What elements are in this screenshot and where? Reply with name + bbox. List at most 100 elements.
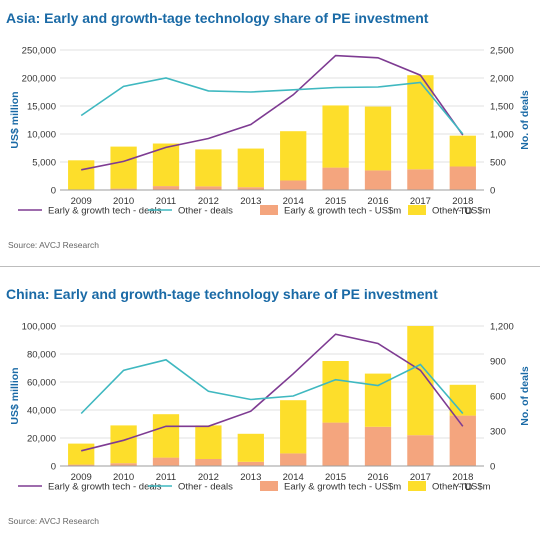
x-tick-label: 2017	[410, 472, 431, 483]
chart-title: China: Early and growth-tage technology …	[6, 286, 438, 302]
y-axis-title: US$ million	[9, 367, 21, 424]
y2-tick-label: 2,500	[490, 46, 514, 57]
chart-source: Source: AVCJ Research	[8, 516, 100, 526]
legend-label: Early & growth tech - deals	[48, 206, 162, 217]
x-tick-label: 2014	[283, 196, 304, 207]
legend-swatch	[408, 205, 426, 215]
y2-tick-label: 2,000	[490, 74, 514, 85]
x-tick-label: 2009	[71, 472, 92, 483]
y2-tick-label: 0	[490, 462, 495, 473]
y-tick-label: 5,000	[32, 158, 56, 169]
x-tick-label: YTD	[453, 206, 472, 217]
bar-segment	[364, 373, 392, 427]
x-tick-label: 2013	[240, 472, 261, 483]
plot-area: 0 5,000 10,000 15,000 200,000 250,000 0 500 1,00…	[9, 46, 531, 218]
x-tick-label: 2013	[240, 196, 261, 207]
y-axis-title: US$ million	[9, 91, 21, 148]
y2-tick-label: 1,000	[490, 130, 514, 141]
y-tick-label: 60,000	[27, 378, 56, 389]
legend-item: Early & growth tech - US$m	[260, 481, 401, 493]
legend-item: Early & growth tech - deals	[18, 482, 162, 493]
x-tick-label: 2016	[367, 196, 388, 207]
bar-segment	[195, 459, 222, 466]
y-tick-label: 0	[51, 186, 56, 197]
bar-segment	[280, 180, 307, 190]
y2-tick-label: 300	[490, 427, 506, 438]
legend-label: Early & growth tech - US$m	[284, 206, 401, 217]
bar-segment	[237, 187, 264, 190]
legend-label: Other - US$m	[432, 482, 491, 493]
y2-tick-label: 0	[490, 186, 495, 197]
china-chart-panel: China: Early and growth-tage technology …	[0, 276, 540, 540]
y-tick-label: 10,000	[27, 130, 56, 141]
chart-title: Asia: Early and growth-tage technology s…	[6, 10, 429, 26]
bar-segment	[449, 384, 476, 416]
asia-chart: 0 5,000 10,000 15,000 200,000 250,000 0 500 1,00…	[9, 46, 531, 218]
bar-segment	[407, 169, 434, 190]
series-line	[81, 54, 464, 171]
x-tick-label: 2009	[71, 196, 92, 207]
bar-segment	[195, 149, 222, 187]
x-tick-label: 2017	[410, 196, 431, 207]
x-tick-label: 2010	[113, 472, 134, 483]
bar-segment	[110, 188, 137, 190]
y-tick-label: 200,000	[22, 74, 56, 85]
bar-segment	[364, 106, 392, 171]
bar-segment	[407, 435, 434, 466]
x-tick-label: 2010	[113, 196, 134, 207]
bar-segment	[407, 326, 434, 436]
legend-item: Other - deals	[148, 206, 233, 217]
y2-tick-label: 1,500	[490, 102, 514, 113]
bar-segment	[322, 361, 349, 423]
legend-label: Early & growth tech - deals	[48, 482, 162, 493]
y-tick-label: 20,000	[27, 434, 56, 445]
bar-segment	[407, 75, 434, 170]
legend-item: Early & growth tech - deals	[18, 206, 162, 217]
asia-chart-panel: Asia: Early and growth-tage technology s…	[0, 0, 540, 264]
bar-segment	[110, 146, 137, 189]
y2-axis-title: No. of deals	[519, 366, 531, 426]
bar-segment	[195, 425, 222, 459]
legend-swatch	[260, 205, 278, 215]
y-tick-label: 80,000	[27, 350, 56, 361]
series-line	[80, 77, 464, 135]
china-chart: 0 20,000 40,000 60,000 80,000 100,000 0 300 600 9…	[9, 322, 531, 494]
y-tick-label: 250,000	[22, 46, 56, 57]
bar-segment	[68, 443, 95, 465]
y-tick-label: 40,000	[27, 406, 56, 417]
legend-swatch	[408, 481, 426, 491]
x-tick-label: 2016	[367, 472, 388, 483]
bar-segment	[195, 186, 222, 190]
bar-segment	[237, 461, 264, 466]
x-tick-label: 2015	[325, 472, 346, 483]
bar-segment	[280, 400, 307, 454]
panel-divider	[0, 266, 540, 267]
bar-segment	[68, 464, 95, 466]
bar-segment	[322, 167, 349, 190]
bar-segment	[237, 433, 264, 462]
bar-segment	[449, 415, 476, 466]
bar-segment	[322, 422, 349, 466]
bar-segment	[237, 148, 264, 188]
bar-segment	[449, 135, 476, 167]
y-tick-label: 100,000	[22, 322, 56, 333]
bar-segment	[364, 170, 392, 190]
y-tick-label: 15,000	[27, 102, 56, 113]
bar-segment	[280, 131, 307, 181]
legend-swatch	[260, 481, 278, 491]
bar-segment	[152, 457, 180, 466]
legend-label: Other - deals	[178, 206, 233, 217]
bar-segment	[322, 105, 349, 168]
chart-source: Source: AVCJ Research	[8, 240, 100, 250]
x-tick-label: 2011	[156, 196, 176, 207]
bar-segment	[364, 426, 392, 466]
bar-segment	[152, 186, 180, 190]
y2-tick-label: 900	[490, 357, 506, 368]
x-tick-label: 2012	[198, 472, 219, 483]
bar-segment	[152, 414, 180, 458]
series-line	[80, 358, 464, 415]
y-tick-label: 0	[51, 462, 56, 473]
x-tick-label: 2011	[156, 472, 176, 483]
series-line	[81, 333, 464, 452]
x-tick-label: 2015	[325, 196, 346, 207]
